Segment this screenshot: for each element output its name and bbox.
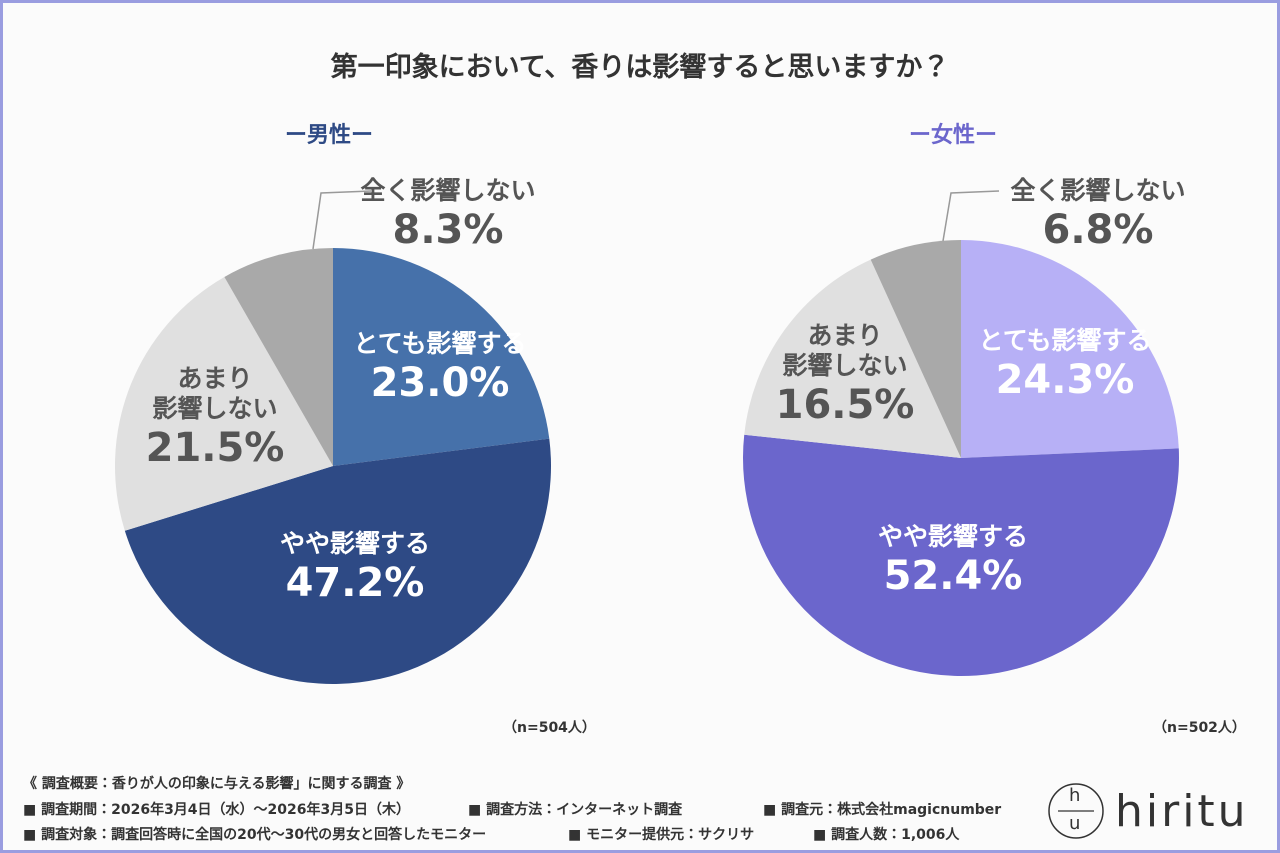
footer-item: ■ 調査方法：インターネット調査: [468, 802, 683, 818]
value-label: 47.2%: [285, 560, 425, 606]
footer-item: ■ モニター提供元：サクリサ: [568, 827, 755, 843]
slice-label: やや影響する 47.2%: [280, 529, 430, 607]
slice-label: やや影響する 52.4%: [878, 522, 1028, 600]
slice-label: とても影響する 24.3%: [978, 326, 1151, 404]
pie-slice: [744, 259, 961, 458]
category-label: とても影響する: [353, 329, 527, 358]
pie-slice: [743, 434, 1179, 677]
pie-slice: [961, 240, 1179, 458]
slice-label: あまり 影響しない 16.5%: [776, 321, 915, 429]
pie-slice: [224, 248, 333, 466]
value-label: 8.3%: [392, 207, 504, 253]
value-label: 6.8%: [1042, 207, 1154, 253]
value-label: 24.3%: [995, 357, 1135, 403]
category-label: 全く影響しない: [360, 176, 536, 205]
category-label: やや影響する: [279, 529, 431, 558]
value-label: 21.5%: [145, 425, 285, 471]
value-label: 16.5%: [775, 382, 915, 428]
value-label: 23.0%: [370, 360, 510, 406]
category-label: とても影響する: [978, 326, 1152, 355]
leader-line: [312, 190, 372, 250]
footer-item: ■ 調査期間：2026年3月4日（水）〜2026年3月5日（木）: [23, 802, 410, 818]
slice-label: あまり 影響しない 21.5%: [146, 364, 285, 472]
logo-name: hiritu: [1115, 786, 1249, 837]
sample-note: （n=502人）: [1153, 720, 1246, 736]
value-label: 52.4%: [883, 553, 1023, 599]
pie-slice: [870, 240, 961, 458]
logo-mark-top: h: [1069, 785, 1081, 806]
pie-slice: [124, 438, 551, 684]
pie-title: ー女性ー: [909, 123, 998, 148]
pie-slice: [333, 248, 550, 466]
leader-line: [942, 190, 1000, 242]
category-label: やや影響する: [877, 522, 1029, 551]
footer-item: ■ 調査人数：1,006人: [813, 827, 960, 843]
logo-circle: [1048, 783, 1104, 839]
pie-title: ー男性ー: [285, 123, 374, 148]
category-label: あまり 影響しない: [152, 364, 278, 423]
charts: [114, 190, 1179, 684]
sample-note: （n=504人）: [503, 720, 596, 736]
slice-label: とても影響する 23.0%: [353, 329, 526, 407]
footer-item: ■ 調査元：株式会社magicnumber: [763, 802, 1002, 818]
footer-item: ■ 調査対象：調査回答時に全国の20代〜30代の男女と回答したモニター: [23, 827, 487, 843]
logo-mark-bottom: u: [1069, 813, 1081, 834]
page-title: 第一印象において、香りは影響すると思いますか？: [330, 52, 950, 83]
category-label: あまり 影響しない: [782, 321, 908, 380]
slice-label: 全く影響しない 6.8%: [1010, 176, 1185, 254]
slice-label: 全く影響しない 8.3%: [360, 176, 535, 254]
category-label: 全く影響しない: [1010, 176, 1186, 205]
footer-heading: 《 調査概要：香りが人の印象に与える影響」に関する調査 》: [23, 776, 411, 792]
pie-slice: [114, 276, 333, 531]
logo-mark: [1048, 783, 1104, 839]
